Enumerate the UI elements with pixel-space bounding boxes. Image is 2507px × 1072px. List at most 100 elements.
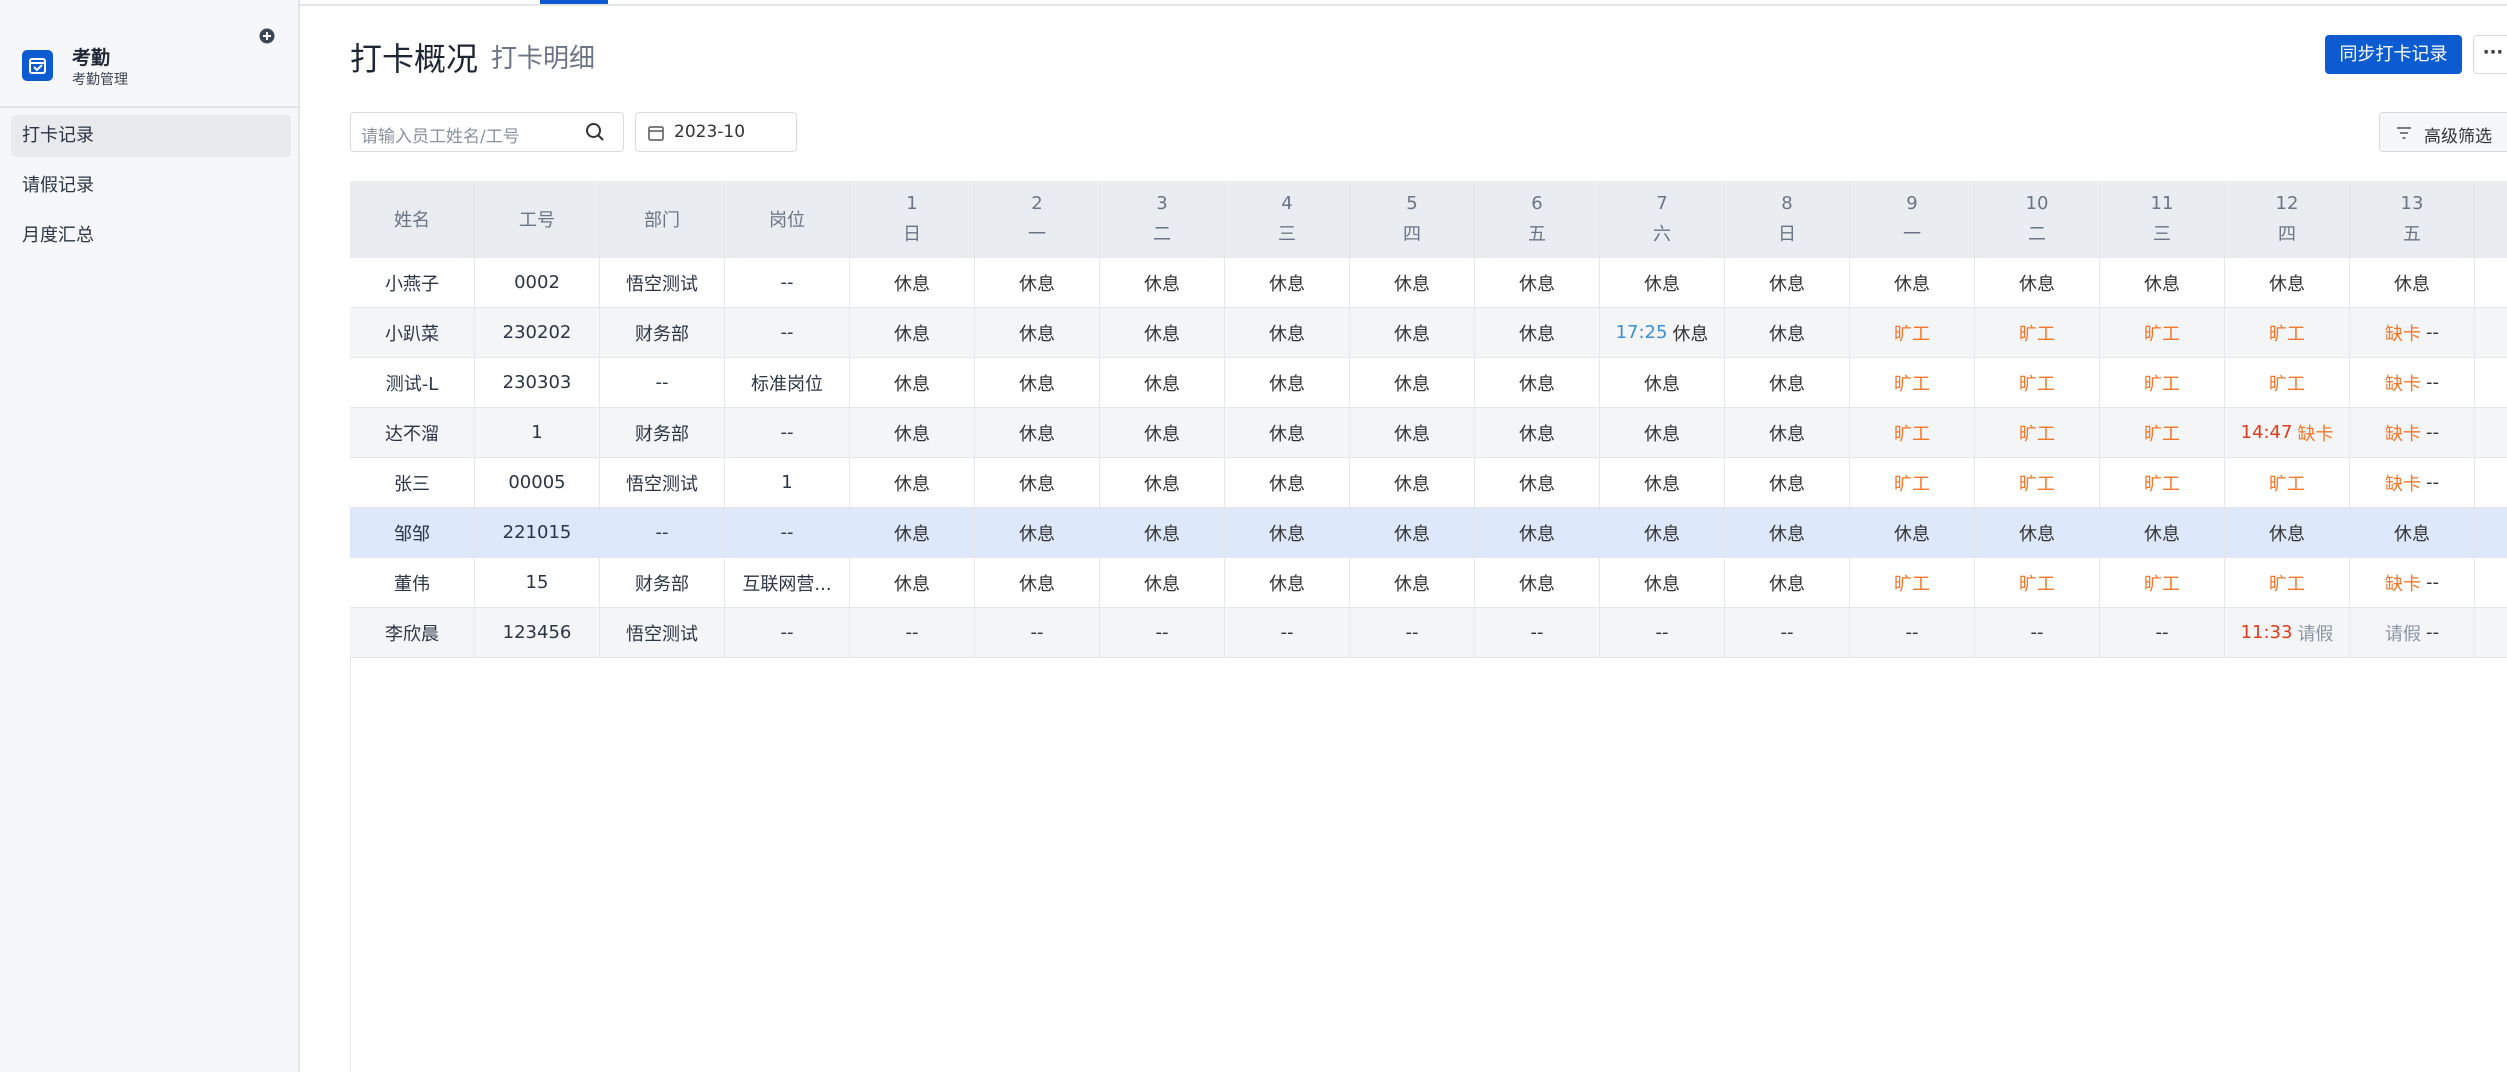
status: 休息 [1144, 273, 1180, 295]
day-cell: 休息 [1225, 408, 1350, 458]
status: -- [2426, 622, 2439, 643]
day-cell: 缺卡 -- [2350, 558, 2475, 608]
status: 旷工 [1894, 573, 1930, 595]
add-icon[interactable] [259, 28, 275, 44]
cell-id: 230202 [475, 308, 600, 358]
app-title: 考勤 [72, 47, 111, 69]
advanced-filter-button[interactable]: 高级筛选 [2379, 112, 2507, 152]
status: 休息 [1519, 523, 1555, 545]
day-number: 11 [2150, 192, 2174, 214]
search-box[interactable]: 请输入员工姓名/工号 [350, 112, 624, 152]
status: 旷工 [2019, 373, 2055, 395]
day-cell: 休息 [1350, 458, 1475, 508]
day-cell: 休息 [850, 508, 975, 558]
day-cell: 休息 [1100, 308, 1225, 358]
status: -- [2426, 572, 2439, 593]
status: 缺卡 [2297, 423, 2334, 445]
status: 休息 [1769, 373, 1805, 395]
cell-dept: 悟空测试 [600, 608, 725, 658]
top-border [0, 4, 2507, 6]
page-tab[interactable]: 打卡明细 [491, 44, 596, 74]
status: 休息 [1644, 423, 1680, 445]
cell-name: 测试-L [350, 358, 475, 408]
status: 休息 [1394, 573, 1430, 595]
day-cell: 旷工 [2225, 558, 2350, 608]
day-cell: 休息 [1475, 408, 1600, 458]
day-cell: 旷工 [1975, 408, 2100, 458]
status: 休息 [1644, 523, 1680, 545]
nav-item[interactable]: 月度汇总 [22, 225, 94, 246]
day-cell: 休息 [1850, 508, 1975, 558]
day-cell: 旷工 [2225, 308, 2350, 358]
day-cell: 休息 [1350, 258, 1475, 308]
status: 休息 [894, 473, 930, 495]
day-cell: 休息 [1225, 258, 1350, 308]
day-cell: 休息 [850, 558, 975, 608]
status: 休息 [894, 323, 930, 345]
day-cell: 休息 [1350, 558, 1475, 608]
status: 旷工 [2144, 573, 2180, 595]
day-cell: 旷工 [1850, 558, 1975, 608]
status: -- [1030, 622, 1044, 643]
day-number: 3 [1156, 192, 1168, 214]
day-number: 8 [1781, 192, 1793, 214]
nav-item[interactable]: 打卡记录 [11, 115, 291, 157]
status: 缺卡 [2385, 323, 2421, 345]
day-cell: 旷工 [2100, 408, 2225, 458]
day-cell: 休息 [1350, 358, 1475, 408]
nav-item[interactable]: 请假记录 [22, 175, 94, 196]
status: 休息 [2394, 273, 2430, 295]
day-cell: -- [1100, 608, 1225, 658]
page-tab[interactable]: 打卡概况 [350, 40, 479, 78]
status: 休息 [894, 573, 930, 595]
day-cell: 休息 [1725, 358, 1850, 408]
search-icon[interactable] [585, 122, 605, 142]
column-header: 工号 [475, 181, 600, 258]
day-cell: -- [850, 608, 975, 658]
weekday: 四 [1403, 223, 1421, 245]
status: 休息 [1269, 373, 1305, 395]
row-filler [2475, 308, 2507, 358]
status: 休息 [1644, 473, 1680, 495]
day-cell: 休息 [1100, 358, 1225, 408]
status: 休息 [1394, 473, 1430, 495]
cell-post: -- [725, 258, 850, 308]
calendar-icon [648, 126, 664, 141]
day-cell: 旷工 [1850, 458, 1975, 508]
month-picker[interactable]: 2023-10 [635, 112, 797, 152]
status: 休息 [1769, 473, 1805, 495]
day-cell: 休息 [975, 408, 1100, 458]
advanced-filter-label: 高级筛选 [2424, 127, 2492, 147]
status: -- [1155, 622, 1169, 643]
cell-name: 张三 [350, 458, 475, 508]
day-cell: 休息 [1600, 558, 1725, 608]
app-icon [22, 50, 53, 81]
day-cell: 缺卡 -- [2350, 358, 2475, 408]
status: 休息 [894, 373, 930, 395]
status: 旷工 [2019, 473, 2055, 495]
status: 旷工 [2144, 323, 2180, 345]
sync-button[interactable]: 同步打卡记录 [2325, 35, 2462, 74]
status: 休息 [1269, 473, 1305, 495]
day-cell: 休息 [2100, 258, 2225, 308]
status: 17:25 [1615, 322, 1668, 343]
day-cell: 休息 [1225, 308, 1350, 358]
status: 休息 [1394, 373, 1430, 395]
day-cell: 休息 [1725, 258, 1850, 308]
day-cell: 旷工 [2100, 358, 2225, 408]
cell-dept: 财务部 [600, 408, 725, 458]
row-filler [2475, 408, 2507, 458]
filter-icon [2397, 127, 2411, 139]
cell-dept: -- [600, 358, 725, 408]
sidebar: 考勤 考勤管理 打卡记录 请假记录 月度汇总 [0, 0, 300, 1072]
weekday: 四 [2278, 223, 2296, 245]
more-button[interactable]: ··· [2473, 35, 2507, 74]
day-number: 9 [1906, 192, 1918, 214]
cell-post: -- [725, 608, 850, 658]
cell-name: 董伟 [350, 558, 475, 608]
cell-id: 230303 [475, 358, 600, 408]
status: 休息 [1144, 423, 1180, 445]
cell-id: 221015 [475, 508, 600, 558]
day-cell: 休息 [2225, 508, 2350, 558]
